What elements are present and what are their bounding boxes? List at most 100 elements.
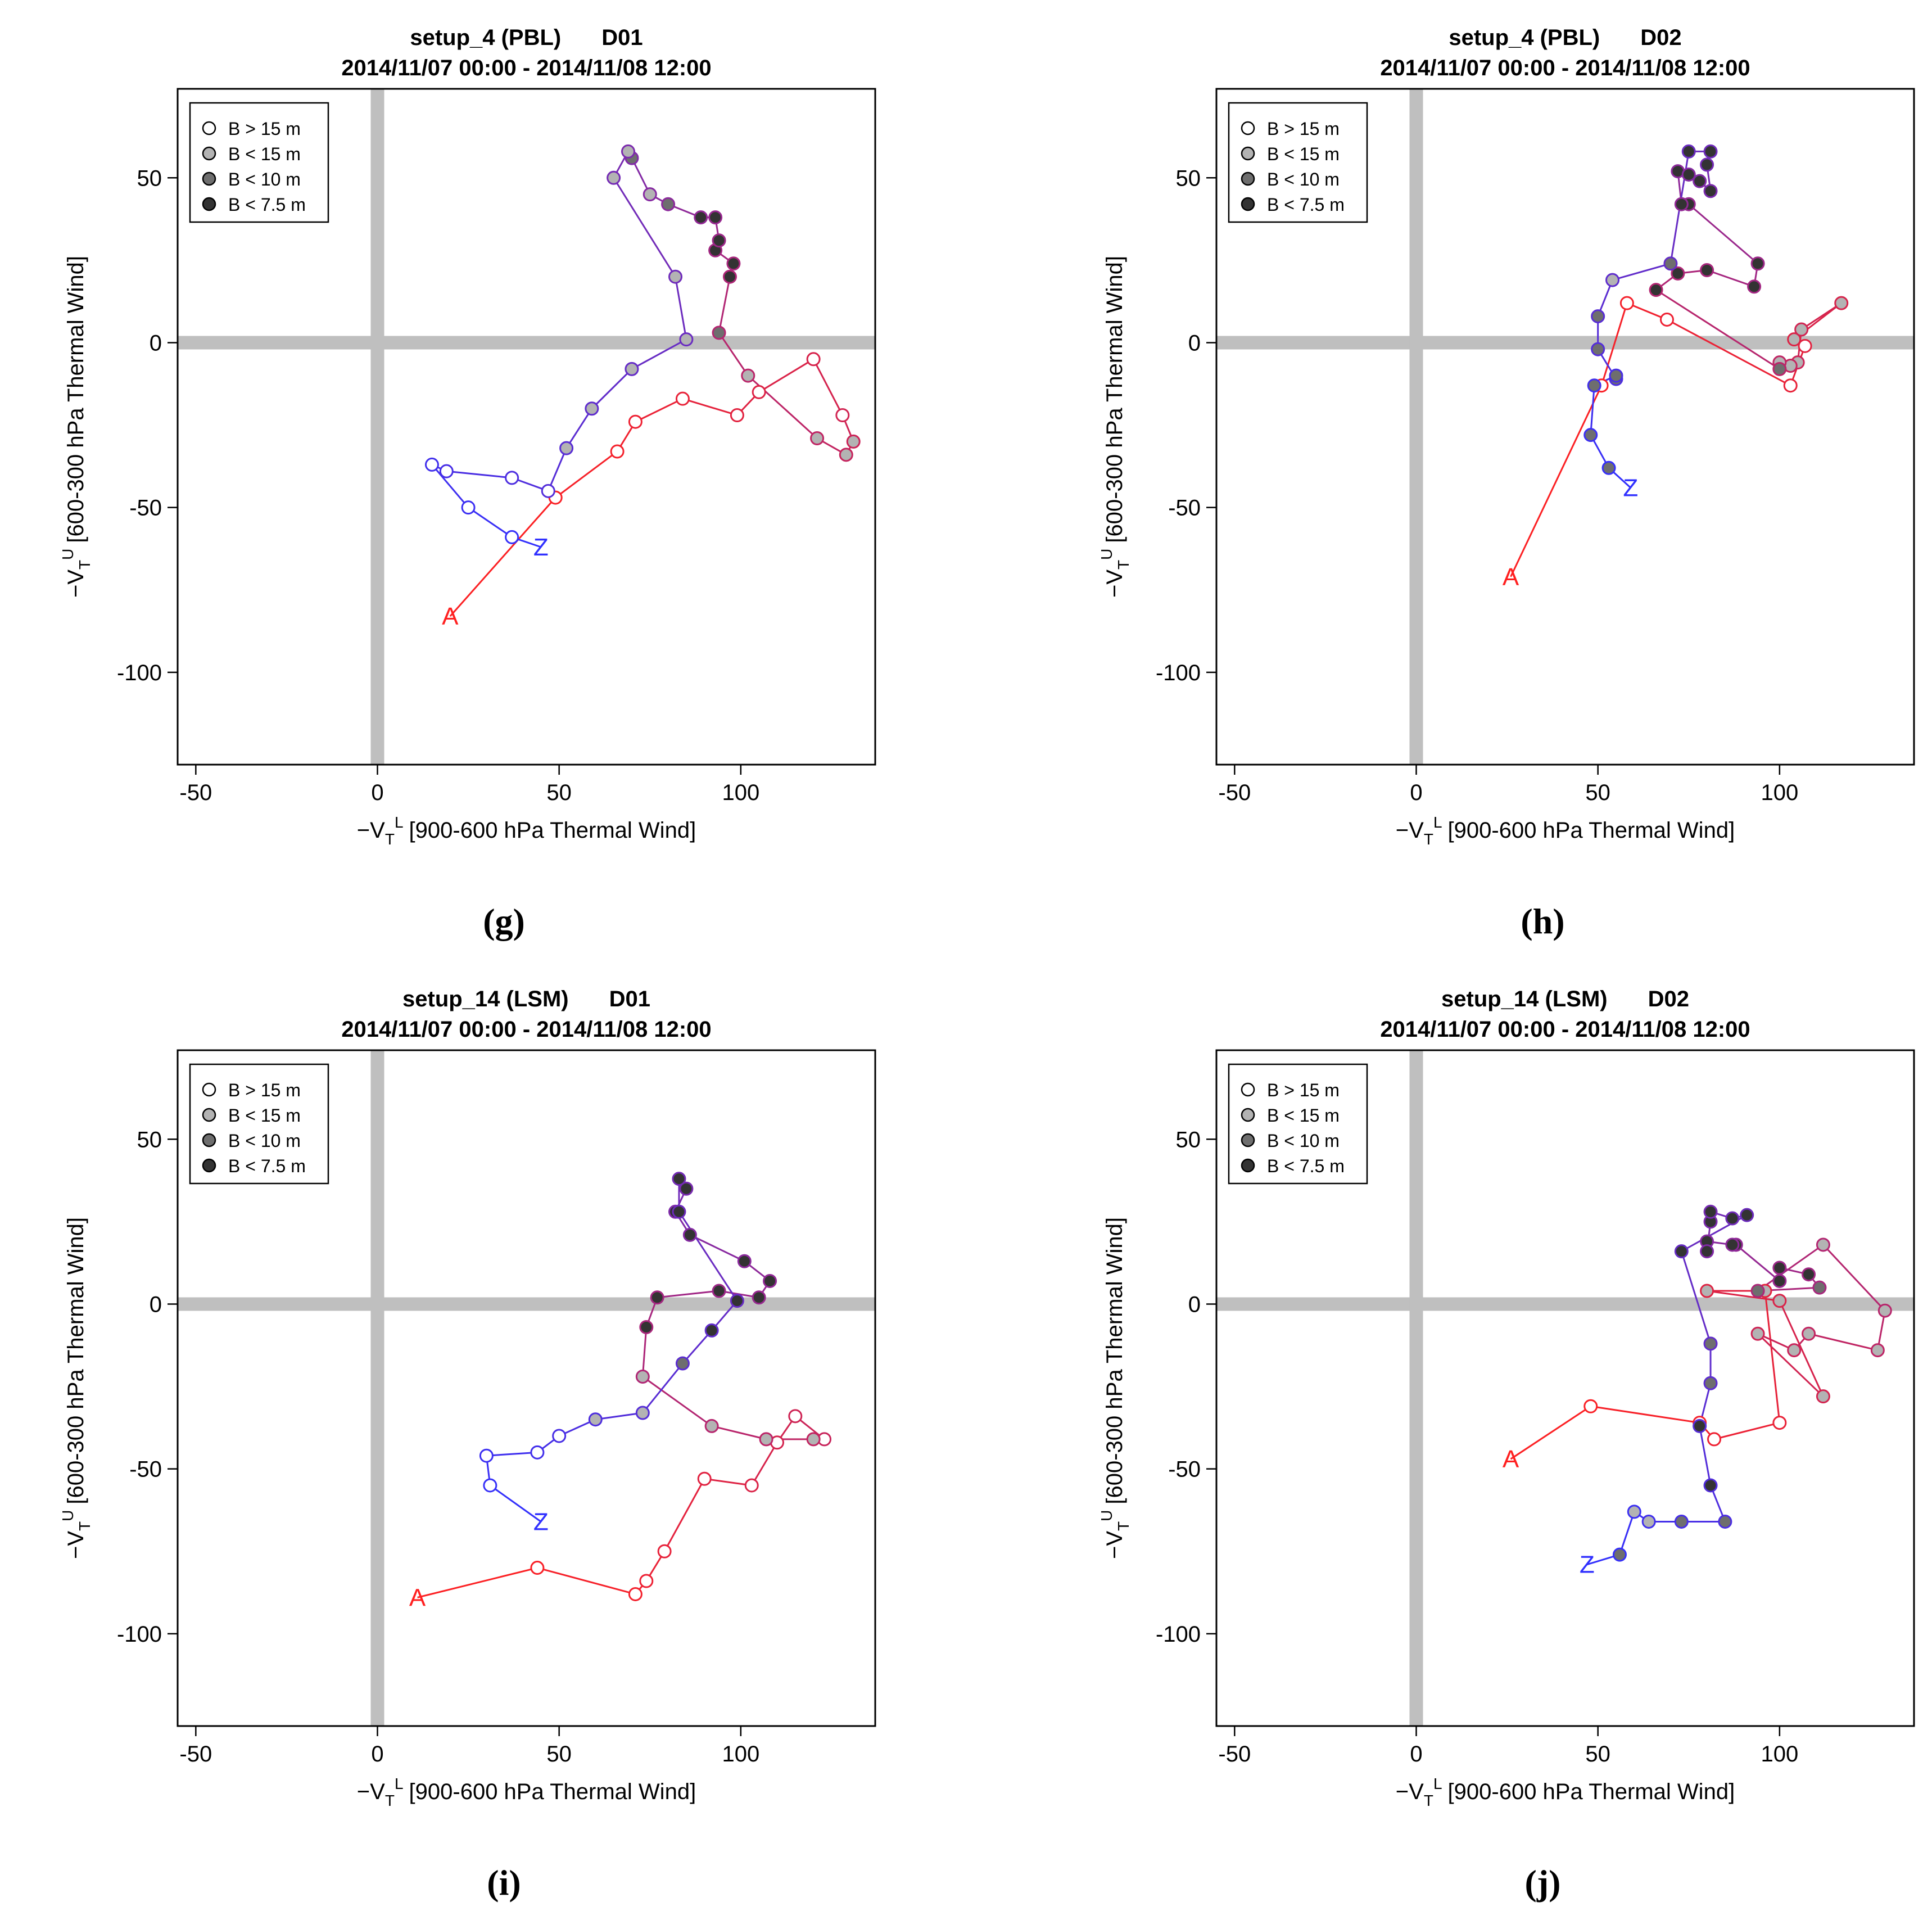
data-point — [607, 170, 621, 185]
chart-subtitle: 2014/11/07 00:00 - 2014/11/08 12:00 — [1380, 56, 1750, 80]
data-point — [1870, 1343, 1885, 1358]
data-point — [639, 1320, 654, 1335]
data-point — [552, 1429, 567, 1443]
y-axis-label: −VTU [600-300 hPa Thermal Wind] — [59, 256, 93, 598]
data-point — [635, 1406, 650, 1420]
start-label: A — [442, 603, 459, 630]
trajectory-segment — [1626, 302, 1668, 320]
data-point — [704, 1418, 719, 1433]
x-tick-label: 50 — [546, 1742, 572, 1767]
data-point — [1703, 184, 1718, 198]
data-point — [672, 1204, 686, 1219]
data-point — [1812, 1280, 1827, 1295]
panel-caption: (h) — [1521, 901, 1564, 941]
chart-panel: setup_14 (LSM) D01 2014/11/07 00:00 - 2014… — [59, 987, 876, 1903]
data-point — [1750, 1284, 1765, 1298]
data-point — [621, 144, 635, 159]
data-point — [697, 1471, 712, 1486]
data-point — [461, 500, 476, 515]
end-label: Z — [1623, 474, 1638, 502]
data-point — [1772, 1273, 1787, 1288]
trajectory-segment — [663, 1478, 705, 1552]
data-point — [1681, 144, 1696, 159]
data-point — [737, 1254, 752, 1268]
trajectory-segment — [1779, 1300, 1824, 1397]
legend-label: B < 10 m — [228, 169, 301, 189]
trajectory-segment — [1510, 385, 1603, 577]
title-setup: setup_14 (LSM) — [1441, 987, 1608, 1011]
data-point — [1816, 1237, 1830, 1252]
data-point — [1671, 266, 1685, 281]
data-point — [1700, 157, 1714, 172]
data-point — [1703, 1376, 1718, 1390]
chart-subtitle: 2014/11/07 00:00 - 2014/11/08 12:00 — [341, 56, 711, 80]
trajectory-segment — [631, 338, 687, 370]
y-axis-symbol: −V — [64, 570, 88, 598]
data-point — [1674, 1514, 1689, 1529]
trajectory-segment — [1612, 263, 1671, 281]
chart-subtitle: 2014/11/07 00:00 - 2014/11/08 12:00 — [1380, 1017, 1750, 1042]
y-tick-label: -50 — [129, 496, 162, 521]
data-point — [730, 408, 744, 422]
trajectory-segment — [1600, 302, 1628, 386]
data-point — [810, 431, 825, 446]
data-point — [730, 1294, 744, 1308]
data-point — [788, 1409, 803, 1424]
panel-caption: (i) — [487, 1863, 521, 1903]
legend-marker — [1241, 1082, 1255, 1097]
trajectory-segment — [431, 464, 469, 508]
y-tick-label: -50 — [129, 1457, 162, 1482]
data-point — [1700, 1284, 1714, 1298]
trajectory-segment — [1764, 1290, 1781, 1423]
chart-subtitle: 2014/11/07 00:00 - 2014/11/08 12:00 — [341, 1017, 711, 1042]
data-point — [806, 1432, 821, 1447]
data-point — [1703, 1204, 1718, 1219]
legend-label: B < 10 m — [1267, 1131, 1340, 1151]
data-point — [479, 1448, 494, 1463]
trajectory-segment — [1735, 1244, 1780, 1282]
y-axis-text: [600-300 hPa Thermal Wind] — [64, 1217, 88, 1505]
data-point — [643, 187, 657, 202]
y-tick-label: -100 — [117, 1622, 162, 1647]
data-point — [610, 444, 625, 459]
x-axis-symbol: −V — [1396, 818, 1424, 843]
data-point — [1747, 279, 1762, 294]
x-tick-label: 0 — [1410, 780, 1422, 805]
x-axis-symbol-sub: T — [1424, 830, 1433, 848]
y-axis-symbol: −V — [64, 1531, 88, 1559]
data-point — [1674, 197, 1689, 211]
trajectory-segment — [489, 1484, 542, 1523]
trajectory-segment — [1619, 1511, 1635, 1555]
legend-marker — [1241, 1108, 1255, 1122]
trajectory-segment — [555, 450, 618, 499]
x-tick-label: -50 — [179, 780, 212, 805]
data-point — [1794, 322, 1809, 337]
trajectory-segment — [678, 1211, 738, 1302]
data-point — [1601, 460, 1616, 475]
y-axis-text: [600-300 hPa Thermal Wind] — [1102, 1217, 1127, 1505]
data-point — [675, 391, 690, 406]
legend: B > 15 m B < 15 m B < 10 m B < 7.5 m — [1228, 1063, 1368, 1185]
x-tick-label: 0 — [1410, 1742, 1422, 1767]
legend-marker — [1241, 197, 1255, 211]
title-domain: D02 — [1640, 25, 1681, 50]
data-point — [1612, 1547, 1627, 1562]
legend-marker — [1241, 1133, 1255, 1147]
end-label: Z — [533, 534, 549, 561]
data-point — [679, 332, 694, 347]
trajectory-segment — [641, 1327, 648, 1377]
data-point — [712, 1284, 726, 1298]
data-point — [839, 448, 853, 462]
x-axis-symbol-sub: T — [385, 830, 395, 848]
trajectory-segment — [642, 1363, 684, 1413]
legend-marker — [202, 1158, 216, 1173]
y-axis-label: −VTU [600-300 hPa Thermal Wind] — [1098, 1217, 1132, 1559]
data-point — [1641, 1514, 1656, 1529]
trajectory-segment — [747, 375, 818, 439]
trajectory-segment — [675, 276, 687, 340]
data-point — [635, 1369, 650, 1384]
x-tick-label: 50 — [546, 780, 572, 805]
legend-marker — [202, 146, 216, 161]
data-point — [1674, 1244, 1689, 1259]
